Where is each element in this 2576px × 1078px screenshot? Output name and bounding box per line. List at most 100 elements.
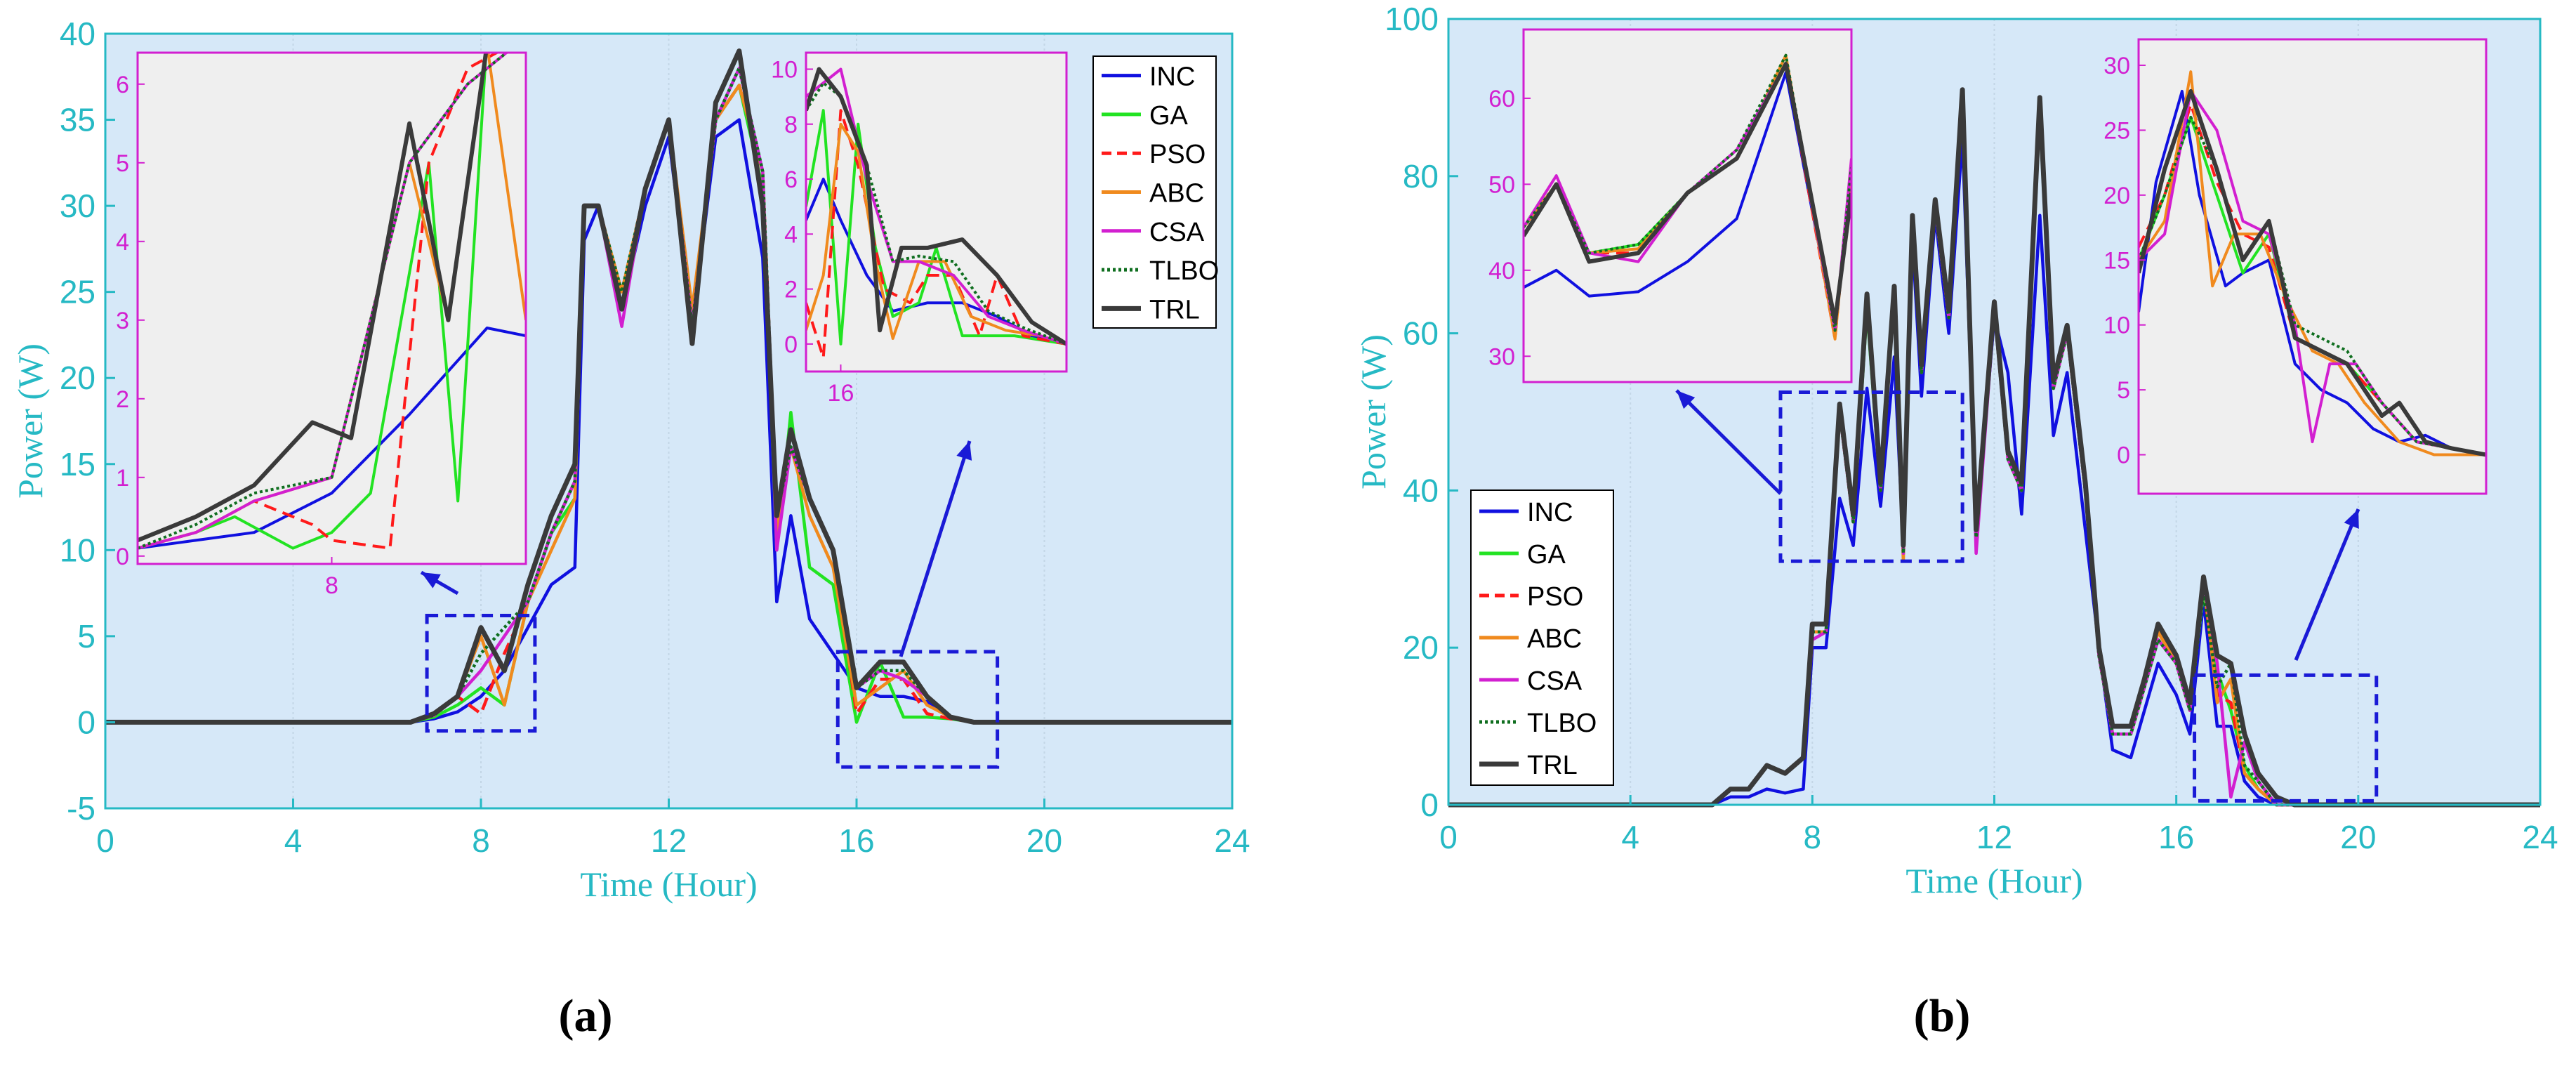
zoom-region-box <box>425 613 537 733</box>
y-tick-label: 5 <box>77 618 95 655</box>
inset-y-tick-label: 40 <box>1488 258 1515 284</box>
legend-label-tlbo: TLBO <box>1149 256 1219 286</box>
y-tick-label: 0 <box>1420 787 1439 823</box>
inset-series-line-tlbo <box>138 53 509 550</box>
inset-lines <box>1524 53 1851 341</box>
x-tick-label: 20 <box>2340 819 2376 855</box>
inset-y-tick-label: 0 <box>784 331 798 358</box>
zoom-arrow <box>899 440 972 657</box>
legend-label-abc: ABC <box>1149 179 1204 209</box>
x-tick-label: 16 <box>2158 819 2194 855</box>
panel-label: (a) <box>559 990 613 1041</box>
legend-label-inc: INC <box>1149 63 1195 92</box>
zoom-region-box <box>2193 673 2379 803</box>
x-tick-label: 4 <box>284 822 303 859</box>
x-tick-label: 12 <box>1976 819 2012 855</box>
inset-series-line-trl <box>2139 88 2486 457</box>
zoom-region-box <box>1778 390 1964 563</box>
legend-label-pso: PSO <box>1149 140 1206 169</box>
y-tick-label: -5 <box>67 790 95 827</box>
y-tick-label: 60 <box>1403 315 1439 352</box>
legend-label-pso: PSO <box>1527 582 1583 612</box>
inset-x-tick-label: 8 <box>325 572 338 599</box>
inset-series-line-trl <box>138 53 489 543</box>
x-tick-label: 8 <box>472 822 490 859</box>
inset-y-tick-label: 30 <box>1488 343 1515 370</box>
x-tick-label: 16 <box>838 822 874 859</box>
inset-frame <box>1522 28 1853 383</box>
inset-lines <box>2139 70 2486 457</box>
zoom-arrow-head <box>1677 390 1696 409</box>
inset-y-tick-label: 2 <box>784 277 798 303</box>
zoom-arrow-head <box>2344 509 2359 529</box>
legend-label-tlbo: TLBO <box>1527 709 1597 738</box>
y-tick-label: 40 <box>60 15 95 52</box>
y-tick-label: 30 <box>60 188 95 224</box>
zoom-region-box <box>835 650 1000 769</box>
zoom-arrow-head <box>956 441 972 461</box>
inset-y-tick-label: 60 <box>1488 86 1515 112</box>
legend-label-ga: GA <box>1149 101 1189 131</box>
inset-y-tick-label: 30 <box>2103 53 2130 79</box>
inset-2: 0 5 10 15 20 25 30 <box>2103 38 2488 495</box>
x-tick-label: 24 <box>1214 822 1250 859</box>
legend-label-ga: GA <box>1527 540 1566 570</box>
inset-y-tick-label: 20 <box>2103 183 2130 209</box>
legend-label-trl: TRL <box>1527 751 1578 780</box>
y-tick-label: 100 <box>1385 1 1439 37</box>
inset-lines <box>138 53 526 550</box>
inset-2: 0 2 4 6 8 10 16 <box>771 51 1068 407</box>
inset-series-line-inc <box>138 327 526 550</box>
x-tick-label: 12 <box>651 822 687 859</box>
inset-y-tick-label: 6 <box>116 72 129 98</box>
inset-1: 30 40 50 60 <box>1488 28 1853 383</box>
inset-y-tick-label: 25 <box>2103 117 2130 144</box>
y-tick-label: 0 <box>77 704 95 740</box>
legend: INC GA PSO ABC CSA TLBO TRL <box>1092 55 1219 329</box>
x-tick-label: 0 <box>96 822 114 859</box>
x-tick-label: 0 <box>1439 819 1458 855</box>
x-axis-label: Time (Hour) <box>580 865 757 904</box>
inset-background <box>1524 29 1851 382</box>
series-line-trl <box>105 48 1232 725</box>
inset-y-tick-label: 4 <box>116 229 129 256</box>
inset-y-tick-label: 15 <box>2103 247 2130 274</box>
inset-y-tick-label: 1 <box>116 465 129 492</box>
series-line-trl <box>1448 87 2540 808</box>
x-axis-label: Time (Hour) <box>1905 861 2082 900</box>
inset-series-line-ga <box>138 53 488 550</box>
inset-y-tick-label: 5 <box>2117 377 2130 404</box>
panel-label: (b) <box>1914 990 1971 1041</box>
inset-y-tick-label: 0 <box>2117 442 2130 469</box>
inset-y-tick-label: 10 <box>2103 313 2130 339</box>
inset-y-tick-label: 0 <box>116 544 129 570</box>
inset-y-tick-label: 2 <box>116 386 129 413</box>
y-axis-label: Power (W) <box>11 343 50 499</box>
inset-series-line-abc <box>806 122 1066 346</box>
inset-lines <box>806 67 1066 360</box>
y-tick-label: 20 <box>60 360 95 396</box>
y-tick-label: 15 <box>60 446 95 482</box>
legend-label-csa: CSA <box>1527 666 1583 696</box>
inset-background <box>806 53 1066 372</box>
x-tick-label: 20 <box>1026 822 1062 859</box>
x-tick-label: 8 <box>1804 819 1822 855</box>
zoom-arrow <box>1675 389 1782 495</box>
legend-label-csa: CSA <box>1149 218 1205 247</box>
inset-y-tick-label: 4 <box>784 221 798 248</box>
zoom-arrow <box>2294 508 2360 661</box>
inset-x-tick-label: 16 <box>828 380 854 407</box>
zoom-arrow-head <box>421 572 441 589</box>
y-tick-label: 40 <box>1403 472 1439 508</box>
y-tick-label: 80 <box>1403 158 1439 195</box>
y-axis-label: Power (W) <box>1354 334 1393 489</box>
y-tick-label: 10 <box>60 532 95 568</box>
inset-series-line-trl <box>1524 62 1851 324</box>
series-line-abc <box>105 84 1232 724</box>
legend-label-inc: INC <box>1527 498 1573 527</box>
legend: INC GA PSO ABC CSA TLBO TRL <box>1470 489 1614 786</box>
inset-series-line-ga <box>806 109 1066 346</box>
